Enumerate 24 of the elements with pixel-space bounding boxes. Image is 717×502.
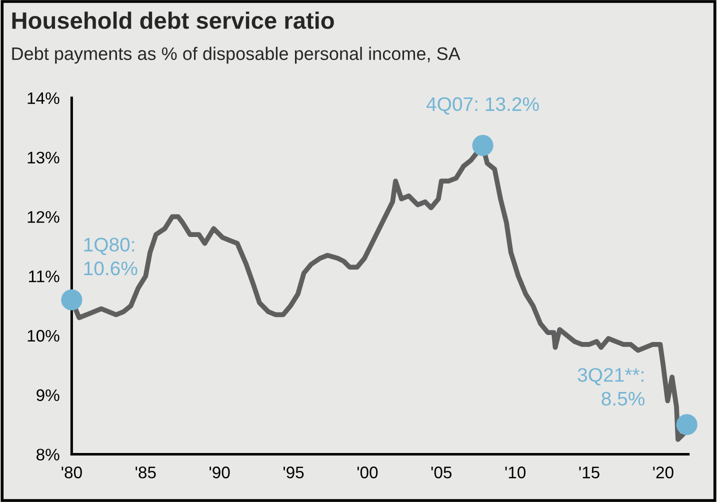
point	[61, 289, 82, 310]
chart-title: Household debt service ratio	[12, 12, 334, 29]
x-tick-label: '10	[505, 466, 526, 478]
y-tick-label: 12%	[28, 211, 60, 223]
x-tick-label: '15	[579, 466, 600, 478]
y-tick-label: 8%	[36, 448, 60, 461]
y-tick-label: 9%	[36, 389, 60, 402]
x-tick-label: '90	[210, 466, 230, 478]
x-tick-label: '20	[653, 466, 674, 478]
x-tick-label: '80	[62, 466, 82, 478]
point	[472, 134, 494, 156]
y-tick-label: 10%	[28, 330, 60, 342]
chart-subtitle: Debt payments as % of disposable personal income, SA	[12, 46, 460, 64]
annotation: 1Q80: 10.6%	[84, 238, 138, 276]
x-tick-label: '95	[283, 466, 304, 478]
x-tick-label: '05	[431, 466, 452, 478]
annotation: 3Q21**: 8.5%	[578, 368, 644, 406]
y-tick-label: 11%	[29, 270, 60, 282]
y-tick-label: 13%	[28, 152, 60, 164]
x-tick-label: '00	[357, 466, 378, 478]
y-tick-label: 14%	[28, 92, 60, 104]
point	[676, 414, 698, 436]
annotation: 4Q07: 13.2%	[426, 97, 539, 114]
x-tick-label: '85	[136, 466, 156, 478]
